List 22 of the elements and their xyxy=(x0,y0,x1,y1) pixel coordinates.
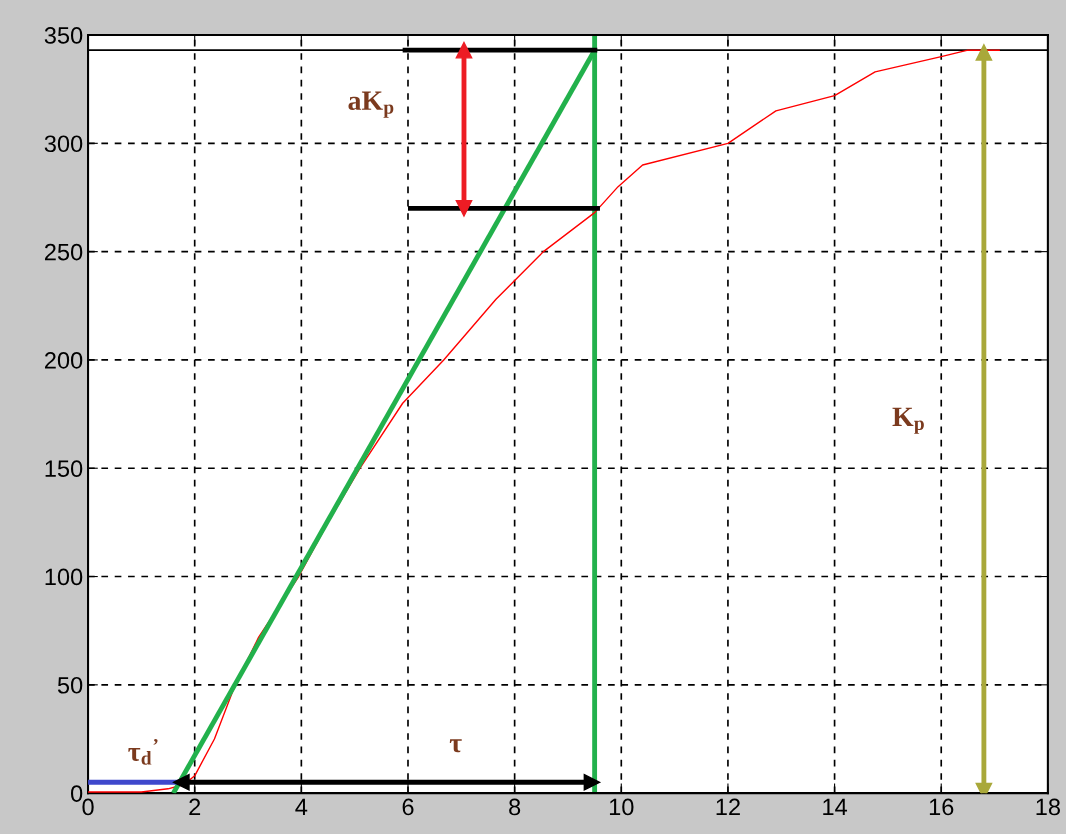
x-tick-label: 6 xyxy=(402,798,414,816)
x-tick-label: 8 xyxy=(509,798,521,816)
x-tick-label: 4 xyxy=(295,798,308,816)
y-tick-label: 250 xyxy=(44,243,83,261)
x-tick-label: 2 xyxy=(189,798,201,816)
x-tick-label: 16 xyxy=(929,798,954,816)
x-tick-label: 18 xyxy=(1036,798,1060,816)
y-tick-label: 300 xyxy=(44,135,83,153)
x-tick-label: 10 xyxy=(609,798,634,816)
annotation: τ$_{d}$$^{’}$ xyxy=(128,738,158,765)
x-tick-label: 12 xyxy=(716,798,740,816)
y-tick-label: 50 xyxy=(57,676,83,694)
y-tick-label: 0 xyxy=(70,785,83,802)
y-tick-label: 350 xyxy=(44,27,83,44)
y-tick-label: 100 xyxy=(45,568,83,586)
x-tick-label: 14 xyxy=(823,798,848,816)
annotation: aK$_{p}$ xyxy=(348,91,394,118)
x-tick-label: 0 xyxy=(82,798,94,816)
y-tick-label: 150 xyxy=(45,460,83,478)
y-tick-label: 200 xyxy=(44,352,83,369)
annotation: τ xyxy=(449,739,462,753)
annotation: K$_{p}$ xyxy=(892,407,924,434)
